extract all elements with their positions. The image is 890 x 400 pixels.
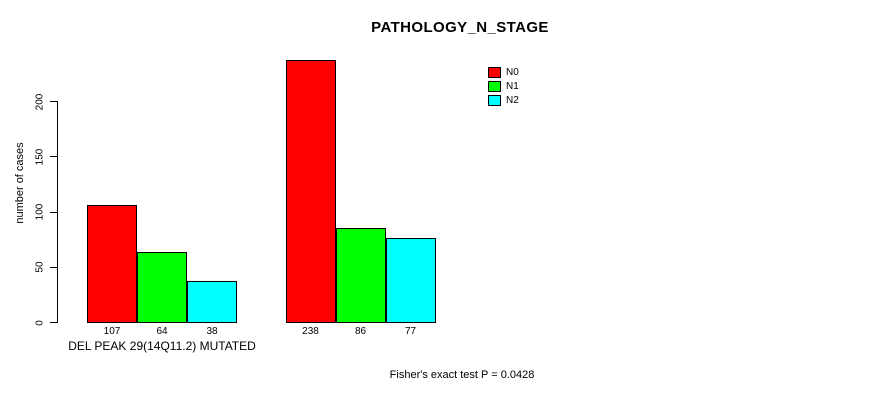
y-axis-label: number of cases (14, 142, 26, 224)
group-label: DEL PEAK 29(14Q11.2) MUTATED (68, 339, 256, 353)
bar-value-label: 238 (302, 326, 319, 337)
bar-value-label: 64 (156, 326, 168, 337)
legend-swatch (488, 66, 501, 78)
y-axis-tick-label: 150 (34, 148, 46, 166)
y-axis-tick (50, 156, 58, 158)
bar-n0-group1 (87, 204, 137, 323)
bar-n2-group2 (385, 237, 436, 323)
legend-item: N2 (488, 93, 519, 107)
chart-title: PATHOLOGY_N_STAGE (371, 19, 549, 36)
bar-value-label: 77 (404, 326, 417, 337)
y-axis-tick (50, 266, 58, 268)
bar-value-label: 86 (354, 326, 367, 337)
y-axis-tick-label: 0 (34, 319, 46, 326)
legend-swatch (488, 80, 501, 92)
y-axis-tick-label: 200 (34, 93, 46, 111)
bar-n0-group2 (285, 59, 336, 323)
bar-value-label: 38 (206, 326, 218, 337)
y-axis-tick (50, 322, 58, 323)
y-axis-tick-label: 100 (34, 203, 46, 221)
stat-annotation: Fisher's exact test P = 0.0428 (389, 369, 535, 381)
legend-item: N0 (488, 65, 519, 79)
legend-item: N1 (488, 79, 519, 93)
y-axis-tick (50, 101, 58, 103)
legend-swatch (488, 94, 501, 106)
bar-value-label: 107 (103, 326, 121, 337)
legend: N0 N1 N2 (488, 65, 519, 107)
y-axis-tick (50, 211, 58, 213)
y-axis-tick-label: 50 (34, 261, 46, 273)
bar-n2-group1 (187, 280, 237, 323)
bar-n1-group1 (137, 251, 187, 323)
legend-item-label: N0 (506, 66, 519, 78)
legend-item-label: N2 (506, 94, 519, 106)
legend-item-label: N1 (506, 80, 519, 92)
bar-n1-group2 (335, 227, 386, 323)
